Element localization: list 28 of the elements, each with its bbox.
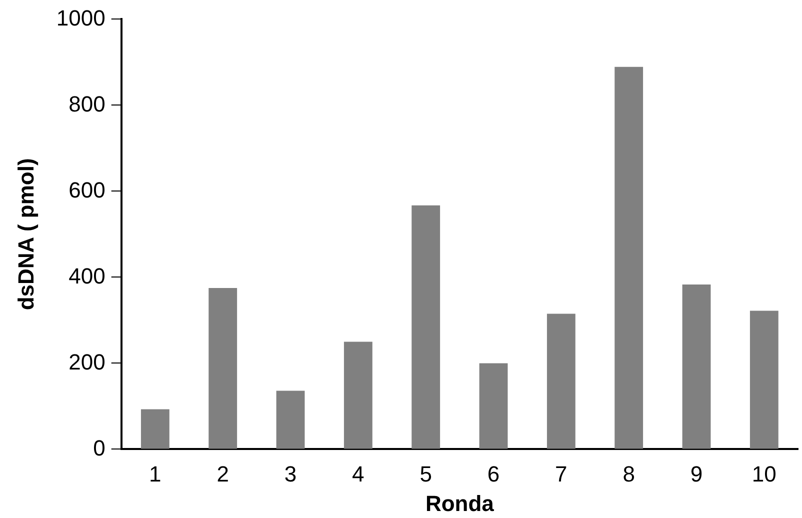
bar — [750, 310, 778, 449]
bar — [208, 288, 238, 449]
bar — [140, 409, 170, 449]
y-tick-label: 600 — [68, 177, 106, 202]
bar — [682, 284, 711, 449]
x-tick-label: 10 — [752, 461, 776, 486]
y-axis-title: dsDNA ( pmol) — [13, 158, 38, 310]
y-tick-label: 1000 — [56, 5, 106, 30]
bar — [344, 342, 372, 449]
bar — [546, 314, 576, 449]
x-tick-label: 9 — [690, 461, 703, 486]
y-tick-label: 0 — [93, 435, 106, 460]
x-tick-label: 1 — [149, 461, 162, 486]
y-tick-label: 200 — [68, 349, 106, 374]
x-tick-label: 8 — [622, 461, 635, 486]
y-tick-label: 800 — [68, 91, 106, 116]
bar — [614, 66, 644, 449]
bar — [412, 205, 440, 449]
bar — [479, 363, 508, 449]
x-tick-label: 5 — [420, 461, 432, 486]
bar — [276, 390, 305, 449]
x-tick-label: 2 — [216, 461, 229, 486]
x-tick-label: 3 — [284, 461, 297, 486]
x-axis-title: Ronda — [425, 490, 495, 516]
x-tick-label: 7 — [555, 461, 568, 486]
y-tick-label: 400 — [68, 263, 106, 288]
x-tick-label: 4 — [352, 461, 364, 486]
x-tick-label: 6 — [487, 461, 500, 486]
